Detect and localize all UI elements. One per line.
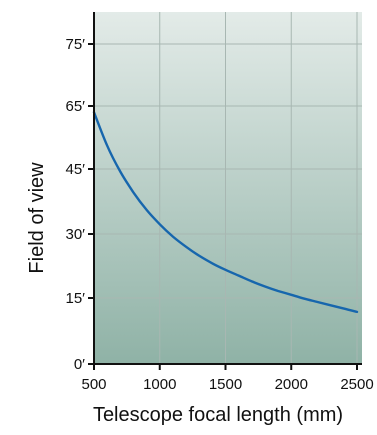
field-of-view-curve [92, 111, 359, 314]
grid-lines [94, 12, 362, 364]
plot-background [94, 12, 362, 364]
x-tick-label: 2500 [340, 376, 373, 393]
x-tick-label: 2000 [275, 376, 308, 393]
x-axis-ticks: 500 1000 1500 2000 2500 [81, 364, 374, 393]
y-tick-label: 0′ [74, 356, 85, 373]
y-tick-label: 75′ [66, 36, 86, 53]
x-tick-label: 1500 [209, 376, 242, 393]
y-axis-title: Field of view [26, 162, 48, 274]
y-tick-label: 30′ [66, 226, 86, 243]
x-axis-title: Telescope focal length (mm) [93, 404, 343, 426]
y-tick-label: 65′ [66, 98, 86, 115]
y-tick-label: 45′ [66, 161, 86, 178]
data-series [92, 111, 359, 314]
y-axis-ticks: 0′ 15′ 30′ 45′ 65′ 75′ [66, 36, 94, 373]
x-tick-label: 500 [81, 376, 106, 393]
y-tick-label: 15′ [66, 290, 86, 307]
x-tick-label: 1000 [143, 376, 176, 393]
